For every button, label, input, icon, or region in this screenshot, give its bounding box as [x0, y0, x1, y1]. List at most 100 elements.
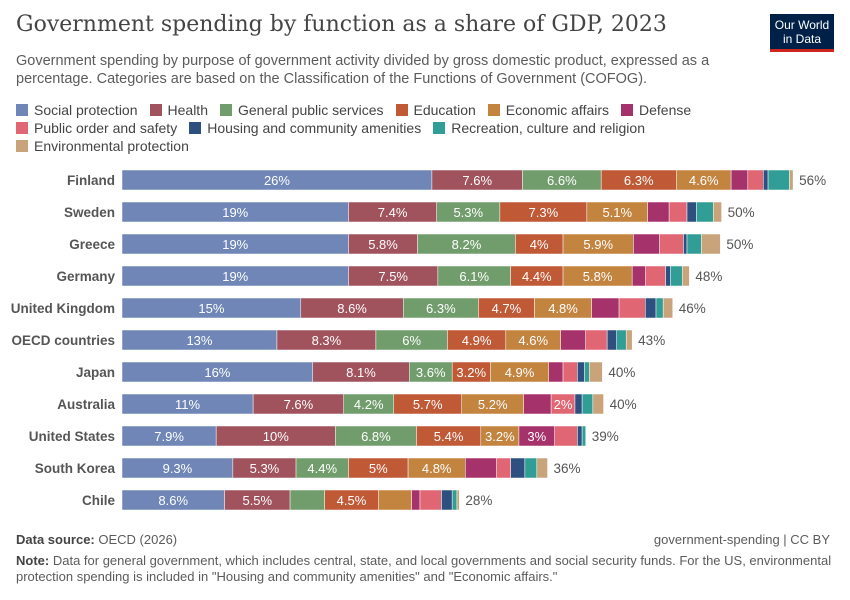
data-label: 6.3%	[624, 173, 654, 188]
legend-item[interactable]: Housing and community amenities	[189, 119, 421, 137]
bar-segment[interactable]	[631, 265, 646, 287]
bar-segment[interactable]	[585, 329, 608, 351]
legend-item[interactable]: Defense	[621, 101, 691, 119]
legend-swatch	[149, 104, 162, 116]
data-label: 16%	[204, 365, 230, 380]
bar-segment[interactable]	[668, 201, 688, 223]
bar-segment[interactable]	[763, 169, 769, 191]
bar-segment[interactable]	[496, 457, 511, 479]
bar-segment[interactable]	[659, 233, 684, 255]
bar-segment[interactable]	[562, 361, 578, 383]
bar-segment[interactable]	[589, 361, 603, 383]
bar-segment[interactable]	[574, 393, 583, 415]
legend-swatch	[219, 104, 232, 116]
bar-segment[interactable]	[701, 233, 721, 255]
source-link[interactable]: OECD (2026)	[98, 532, 178, 547]
bar-segment[interactable]	[606, 329, 617, 351]
data-label: 6%	[402, 333, 421, 348]
bar-segment[interactable]	[686, 233, 702, 255]
data-label: 3.2%	[456, 365, 486, 380]
data-label: 4.6%	[689, 173, 719, 188]
data-label: 8.6%	[337, 301, 367, 316]
bar-segment[interactable]	[633, 233, 660, 255]
bar-segment[interactable]	[536, 457, 548, 479]
bar-segment[interactable]	[645, 297, 657, 319]
bar-segment[interactable]	[670, 265, 683, 287]
bar-segment[interactable]	[647, 201, 670, 223]
bar-segment[interactable]	[419, 489, 442, 511]
bar-segment[interactable]	[645, 265, 666, 287]
data-label: 4.5%	[337, 493, 367, 508]
bar-segment[interactable]	[524, 457, 538, 479]
data-label: 8.1%	[346, 365, 376, 380]
legend-item[interactable]: Social protection	[16, 101, 138, 119]
data-label: 7.3%	[529, 205, 559, 220]
legend-label: Social protection	[34, 102, 138, 118]
bar-segment[interactable]	[441, 489, 453, 511]
bar-segment[interactable]	[591, 297, 620, 319]
bar-segment[interactable]	[510, 457, 526, 479]
bar-segment[interactable]	[625, 329, 633, 351]
bar-segment[interactable]	[686, 201, 697, 223]
bar-segment[interactable]	[665, 265, 671, 287]
legend-item[interactable]: Public order and safety	[16, 119, 177, 137]
bar-segment[interactable]	[789, 169, 794, 191]
bar-segment[interactable]	[747, 169, 764, 191]
data-label: 8.2%	[452, 237, 482, 252]
data-source: Data source: OECD (2026)	[16, 532, 177, 547]
bar-segment[interactable]	[411, 489, 421, 511]
bar-segment[interactable]	[581, 425, 586, 447]
bar-segment[interactable]	[465, 457, 497, 479]
data-label: 7.9%	[154, 429, 184, 444]
bar-segment[interactable]	[683, 233, 688, 255]
data-label: 6.1%	[459, 269, 489, 284]
bar-segment[interactable]	[681, 265, 690, 287]
total-label: 48%	[695, 269, 722, 284]
bar-segment[interactable]	[378, 489, 412, 511]
bar-segment[interactable]	[554, 425, 578, 447]
data-label: 5.4%	[434, 429, 464, 444]
bar-segment[interactable]	[456, 489, 460, 511]
bar-segment[interactable]	[696, 201, 714, 223]
category-label: Finland	[67, 173, 115, 188]
data-label: 5.5%	[242, 493, 272, 508]
data-label: 6.8%	[361, 429, 391, 444]
license[interactable]: government-spending | CC BY	[653, 532, 830, 547]
category-label: Australia	[57, 397, 115, 412]
bar-segment[interactable]	[662, 297, 673, 319]
bar-segment[interactable]	[577, 361, 585, 383]
data-label: 4.8%	[422, 461, 452, 476]
bar-segment[interactable]	[730, 169, 749, 191]
legend-item[interactable]: Education	[395, 101, 476, 119]
bar-segment[interactable]	[577, 425, 583, 447]
owid-logo[interactable]: Our World in Data	[770, 14, 834, 52]
legend-item[interactable]: Economic affairs	[487, 101, 609, 119]
bar-segment[interactable]	[581, 393, 594, 415]
data-label: 5.9%	[583, 237, 613, 252]
legend-item[interactable]: Recreation, culture and religion	[433, 119, 645, 137]
bar-segment[interactable]	[451, 489, 458, 511]
source-label: Data source:	[16, 532, 95, 547]
bar-segment[interactable]	[592, 393, 604, 415]
bar-segment[interactable]	[560, 329, 586, 351]
bar-segment[interactable]	[712, 201, 722, 223]
bar-segment[interactable]	[523, 393, 552, 415]
total-label: 50%	[726, 237, 753, 252]
legend-label: Defense	[639, 102, 692, 118]
legend-swatch	[487, 104, 500, 116]
data-label: 7.6%	[284, 397, 314, 412]
bar-segment[interactable]	[767, 169, 790, 191]
bar-segment[interactable]	[548, 361, 564, 383]
bar-segment[interactable]	[289, 489, 325, 511]
bar-segment[interactable]	[655, 297, 664, 319]
data-label: 5.3%	[250, 461, 280, 476]
bar-segment[interactable]	[618, 297, 646, 319]
legend-item[interactable]: Health	[149, 101, 208, 119]
bar-segment[interactable]	[584, 361, 590, 383]
data-label: 19%	[222, 205, 248, 220]
legend-item[interactable]: General public services	[219, 101, 384, 119]
legend-swatch	[16, 104, 28, 116]
legend-item[interactable]: Environmental protection	[16, 137, 189, 155]
bar-segment[interactable]	[616, 329, 627, 351]
